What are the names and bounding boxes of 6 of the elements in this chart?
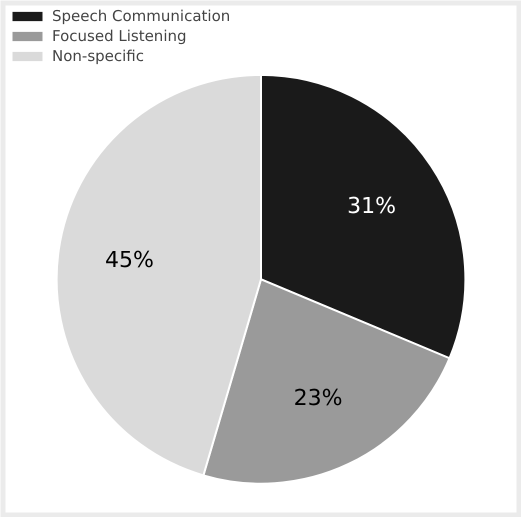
legend-label: Non-specific [52, 47, 144, 65]
data-label: 31% [347, 194, 396, 219]
data-label: 45% [105, 248, 154, 274]
data-label: 23% [294, 386, 343, 411]
legend-label: Speech Communication [52, 7, 230, 25]
legend-label: Focused Listening [52, 27, 187, 45]
